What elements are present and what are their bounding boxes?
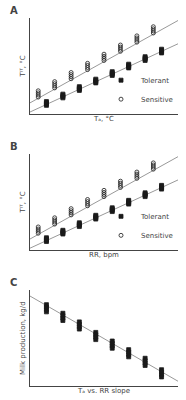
svg-text:Sensitive: Sensitive <box>141 232 173 240</box>
svg-text:Tₐ, °C: Tₐ, °C <box>93 115 114 123</box>
svg-text:C: C <box>10 277 17 288</box>
svg-text:Tᴵᵀ, °C: Tᴵᵀ, °C <box>19 191 27 213</box>
svg-text:A: A <box>10 5 18 16</box>
svg-text:Tolerant: Tolerant <box>140 213 169 221</box>
svg-text:B: B <box>10 141 18 152</box>
svg-text:RR, bpm: RR, bpm <box>89 251 119 259</box>
svg-text:Milk production, kg/d: Milk production, kg/d <box>19 301 27 375</box>
svg-text:Tₐ vs. RR slope: Tₐ vs. RR slope <box>77 387 130 395</box>
svg-text:Tolerant: Tolerant <box>140 77 169 85</box>
svg-text:Sensitive: Sensitive <box>141 96 173 104</box>
svg-text:Tᴵᵀ, °C: Tᴵᵀ, °C <box>19 55 27 77</box>
